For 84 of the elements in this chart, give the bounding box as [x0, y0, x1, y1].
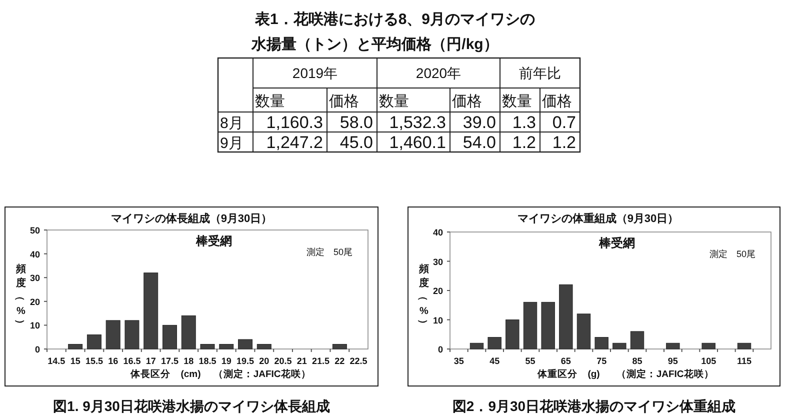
cell: 数量 — [255, 93, 285, 110]
xtick: 115 — [736, 356, 752, 366]
cell: 前年比 — [519, 65, 561, 81]
ytick: 50 — [30, 226, 40, 236]
cell: 54.0 — [462, 133, 496, 152]
xtick: 19 — [221, 356, 232, 366]
xtick: 55 — [525, 356, 536, 366]
caption: 図1. 9月30日花咲港水揚のマイワシ体長組成 — [53, 398, 330, 414]
cell: 価格 — [329, 93, 359, 110]
annotation: 測定 50尾 — [306, 247, 352, 257]
ytick: 10 — [30, 320, 40, 331]
cell: 39.0 — [462, 113, 496, 132]
ylabel: （ — [14, 291, 25, 301]
xtick: 95 — [668, 356, 678, 366]
xtick: 15.5 — [85, 356, 103, 366]
cell: 0.7 — [552, 113, 576, 132]
cell: 1.2 — [512, 133, 536, 152]
cell: 1,460.1 — [389, 133, 446, 152]
xtick: 85 — [632, 356, 642, 366]
ytick: 0 — [438, 344, 443, 354]
xtick: 20.5 — [274, 356, 292, 366]
annotation: 棒受網 — [196, 234, 232, 248]
xlabel: 体重区分 (g) — [538, 369, 600, 380]
ytick: 30 — [30, 273, 40, 284]
cell: 1.3 — [512, 113, 536, 132]
ylabel: （ — [417, 291, 428, 301]
xtick: 45 — [490, 356, 500, 366]
xtick: 16.5 — [123, 356, 141, 366]
xtick: 105 — [701, 356, 716, 366]
ytick: 20 — [30, 296, 40, 307]
xtick: 17.5 — [160, 356, 178, 366]
ylabel: ） — [14, 319, 25, 329]
cell: 1,532.3 — [389, 113, 446, 132]
ylabel: 度 — [419, 278, 429, 289]
cell: 価格 — [452, 93, 482, 110]
ylabel: 頻 — [419, 264, 429, 275]
xtick: 20 — [259, 356, 270, 366]
xtick: 21 — [296, 356, 307, 366]
cell: 数量 — [502, 93, 532, 110]
ytick: 40 — [30, 249, 40, 260]
xtick: 18 — [184, 356, 194, 366]
cell: 8月 — [220, 115, 244, 132]
xtick: 22.5 — [350, 356, 368, 366]
cell: 9月 — [220, 135, 244, 152]
cell: 価格 — [542, 93, 572, 110]
cell: 58.0 — [340, 113, 373, 132]
xtick: 17 — [146, 356, 156, 366]
cell: 1,247.2 — [266, 133, 323, 152]
cell: 1.2 — [552, 133, 576, 152]
xtick: 35 — [454, 356, 464, 366]
title: マイワシの体重組成（9月30日） — [517, 213, 679, 225]
title: 表1．花咲港における8、9月のマイワシの — [254, 11, 536, 28]
ytick: 40 — [432, 228, 443, 238]
xtick: 15 — [70, 356, 80, 366]
annotation: 棒受網 — [598, 236, 635, 250]
caption: 図2．9月30日花咲港水揚のマイワシ体重組成 — [452, 398, 736, 414]
xtick: 21.5 — [312, 356, 330, 366]
cell: 45.0 — [340, 133, 373, 152]
xtick: 18.5 — [198, 356, 216, 366]
ytick: 30 — [432, 256, 443, 267]
subtitle: 水揚量（トン）と平均価格（円/kg） — [252, 36, 498, 53]
cell: 1,160.3 — [266, 113, 323, 132]
annotation: 測定 50尾 — [709, 249, 756, 259]
ylabel: ） — [417, 319, 428, 329]
xtick: 14.5 — [48, 356, 66, 366]
ylabel: 頻 — [16, 264, 26, 275]
annotation: （測定：JAFIC花咲） — [213, 369, 311, 380]
ylabel: 度 — [16, 278, 26, 289]
ytick: 20 — [432, 286, 443, 296]
annotation: （測定：JAFIC花咲） — [616, 369, 714, 380]
title: マイワシの体長組成（9月30日） — [110, 213, 272, 225]
ytick: 0 — [34, 344, 40, 354]
cell: 数量 — [379, 93, 409, 110]
xtick: 16 — [108, 356, 118, 366]
ylabel: % — [16, 306, 26, 317]
ylabel: % — [420, 306, 428, 317]
xtick: 65 — [560, 356, 571, 366]
xtick: 19.5 — [236, 356, 254, 366]
xtick: 75 — [596, 356, 607, 366]
xlabel: 体長区分 (cm) — [130, 369, 201, 380]
ytick: 10 — [432, 315, 443, 326]
cell: 2019年 — [292, 65, 338, 81]
cell: 2020年 — [416, 65, 462, 81]
xtick: 22 — [334, 356, 345, 366]
